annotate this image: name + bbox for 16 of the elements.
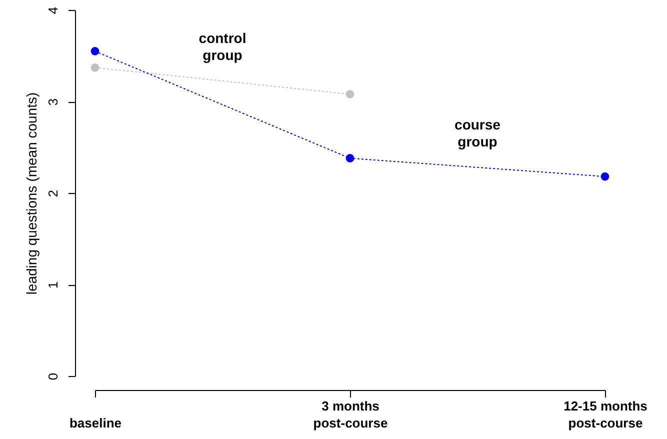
point (346, 154, 354, 162)
y-axis-title: leading questions (mean counts) (24, 92, 40, 295)
series-label: course group (454, 116, 501, 150)
point (90, 63, 100, 72)
y-tick-label: 4 (46, 6, 60, 14)
x-tick-label: 12-15 months post-course (564, 398, 648, 430)
y-tick-label: 2 (46, 190, 60, 198)
y-tick-label: 3 (46, 98, 60, 106)
point (600, 172, 610, 181)
x-tick-label: 3 months post-course (313, 398, 388, 430)
point (90, 47, 100, 56)
point (346, 90, 354, 98)
x-tick-label: baseline (69, 416, 122, 430)
y-tick-label: 0 (46, 372, 60, 380)
series-label: control group (198, 30, 246, 63)
y-tick-label: 1 (46, 281, 60, 289)
